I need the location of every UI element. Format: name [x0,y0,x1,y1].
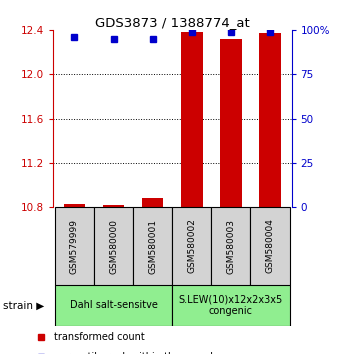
Bar [211,207,251,285]
Bar [133,207,172,285]
Text: Dahl salt-sensitve: Dahl salt-sensitve [70,300,158,310]
Bar [64,204,85,207]
Bar [55,207,94,285]
Bar [220,39,242,207]
Bar [142,198,163,207]
Text: transformed count: transformed count [54,332,145,342]
Bar [259,33,281,207]
Bar [172,207,211,285]
Bar [172,285,290,326]
Bar [251,207,290,285]
Text: GSM580003: GSM580003 [226,218,235,274]
Title: GDS3873 / 1388774_at: GDS3873 / 1388774_at [95,16,250,29]
Text: strain ▶: strain ▶ [3,300,45,310]
Text: GSM579999: GSM579999 [70,218,79,274]
Bar [55,285,172,326]
Bar [103,205,124,207]
Text: percentile rank within the sample: percentile rank within the sample [54,352,219,354]
Text: GSM580002: GSM580002 [187,218,196,274]
Text: GSM580000: GSM580000 [109,218,118,274]
Bar [181,32,203,207]
Text: GSM580001: GSM580001 [148,218,157,274]
Bar [94,207,133,285]
Text: GSM580004: GSM580004 [266,218,275,274]
Text: S.LEW(10)x12x2x3x5
congenic: S.LEW(10)x12x2x3x5 congenic [179,295,283,316]
